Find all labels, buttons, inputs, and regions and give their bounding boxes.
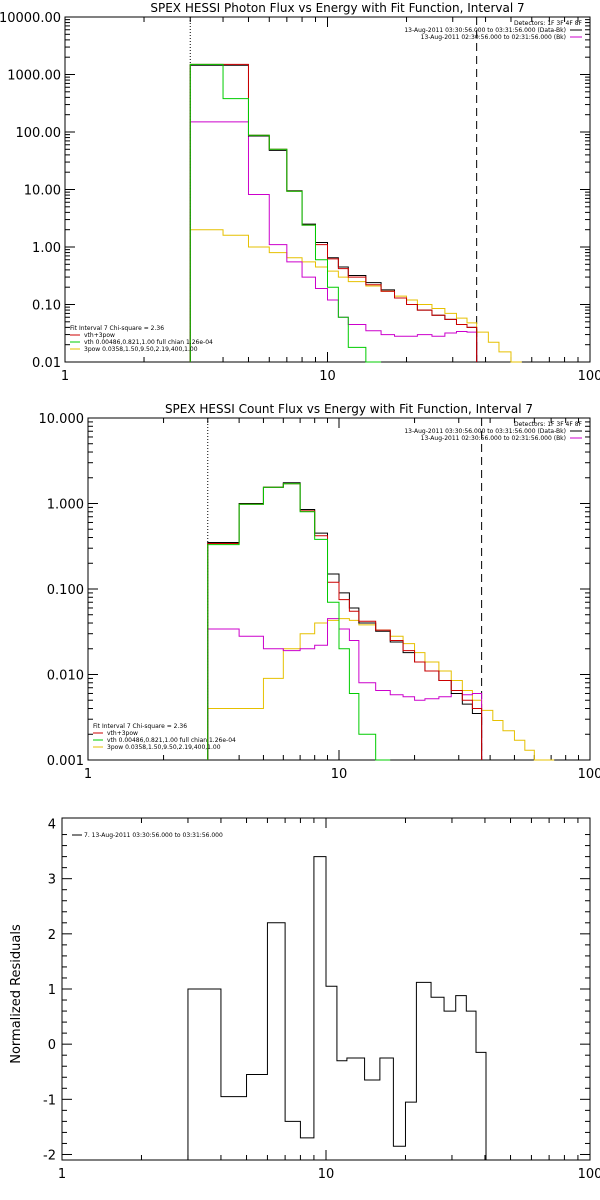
legend-bk-interval: 13-Aug-2011 02:30:56.000 to 02:31:56.000… — [421, 435, 566, 442]
y-tick-label: 0.010 — [47, 669, 84, 684]
legend-detectors: Detectors: 1F 3F 4F 8F — [514, 421, 583, 428]
series-bk — [189, 121, 478, 362]
residuals-series — [187, 856, 487, 1160]
series-data — [207, 482, 483, 760]
legend-fit-entry: vth+3pow — [107, 730, 138, 737]
y-tick-label: 4 — [48, 818, 56, 833]
series-pow — [189, 229, 522, 363]
chart-title: SPEX HESSI Photon Flux vs Energy with Fi… — [150, 1, 524, 15]
y-tick-label: 0.100 — [47, 583, 84, 598]
legend-detectors: Detectors: 1F 3F 4F 8F — [514, 20, 583, 27]
y-tick-label: 10000.00 — [0, 11, 61, 26]
legend-data-interval: 13-Aug-2011 03:30:56.000 to 03:31:56.000… — [404, 428, 566, 435]
legend-fit-entry: vth 0.00486,0.821,1.00 full chian 1.26e-… — [107, 737, 236, 744]
x-tick-label: 1 — [84, 767, 92, 782]
x-tick-label: 10 — [318, 1167, 335, 1182]
y-tick-label: 1 — [48, 983, 56, 998]
y-axis-label: Normalized Residuals — [9, 924, 24, 1064]
y-tick-label: 3 — [48, 873, 56, 888]
x-tick-label: 100 — [578, 767, 600, 782]
series-pow — [207, 618, 555, 761]
y-tick-label: 0.01 — [32, 356, 61, 371]
x-tick-label: 1 — [58, 1167, 66, 1182]
legend-fit-interval: Fit Interval 7 Chi-square = 2.36 — [70, 325, 164, 332]
y-tick-label: -1 — [43, 1093, 56, 1108]
y-tick-label: -2 — [43, 1148, 56, 1163]
legend-fit-interval: Fit Interval 7 Chi-square = 2.36 — [93, 723, 187, 730]
legend-fit-entry: 3pow 0.0358,1.50,9.50,2.19,400,1.00 — [84, 346, 198, 353]
legend-fit-entry: vth 0.00486,0.821,1.00 full chian 1.26e-… — [84, 339, 213, 346]
chart-title: SPEX HESSI Count Flux vs Energy with Fit… — [165, 402, 533, 416]
y-tick-label: 1.000 — [47, 498, 84, 513]
y-tick-label: 0 — [48, 1038, 56, 1053]
series-data — [189, 64, 478, 362]
y-tick-label: 0.10 — [32, 299, 61, 314]
y-tick-label: 10.000 — [39, 412, 85, 427]
y-tick-label: 1000.00 — [7, 69, 61, 84]
legend-interval: 7. 13-Aug-2011 03:30:56.000 to 03:31:56.… — [84, 832, 223, 839]
y-tick-label: 10.00 — [24, 184, 61, 199]
legend-data-interval: 13-Aug-2011 03:30:56.000 to 03:31:56.000… — [404, 27, 566, 34]
x-tick-label: 1 — [61, 369, 69, 384]
legend-bk-interval: 13-Aug-2011 02:30:56.000 to 02:31:56.000… — [421, 34, 566, 41]
y-tick-label: 2 — [48, 928, 56, 943]
y-tick-label: 1.00 — [32, 241, 61, 256]
series-bk — [207, 618, 483, 760]
y-tick-label: 100.00 — [16, 126, 62, 141]
legend-fit-entry: 3pow 0.0358,1.50,9.50,2.19,400,1.00 — [107, 744, 221, 751]
x-tick-label: 10 — [319, 369, 336, 384]
series-vth_3pow — [189, 63, 478, 362]
series-vth — [207, 483, 391, 761]
y-tick-label: 0.001 — [47, 754, 84, 769]
legend-fit-entry: vth+3pow — [84, 332, 115, 339]
x-tick-label: 100 — [578, 1167, 600, 1182]
series-vth — [189, 63, 382, 363]
x-tick-label: 100 — [578, 369, 600, 384]
series-vth_3pow — [207, 483, 483, 760]
x-tick-label: 10 — [331, 767, 348, 782]
plot-frame — [64, 16, 591, 363]
